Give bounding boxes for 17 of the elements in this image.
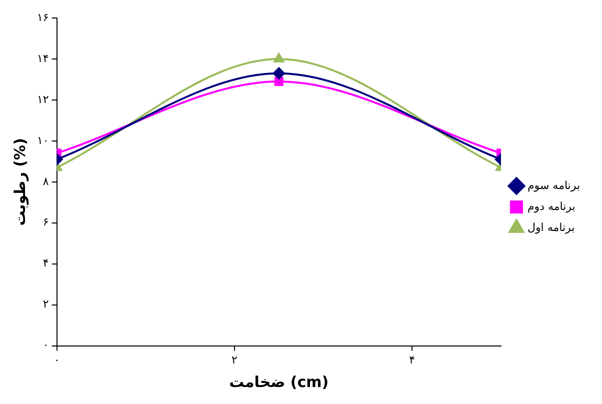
x-tick-label: ۰ [54,353,60,366]
x-axis-title: ضخامت (cm) [229,372,329,391]
y-tick-label: ۴ [42,256,49,270]
legend-label: برنامه دوم [527,200,576,213]
y-tick-label: ۱۶ [36,10,49,24]
legend-label: برنامه اول [527,220,575,234]
y-tick-label: ۲ [42,298,49,311]
y-axis-title: رطوبت (%) [10,138,29,226]
y-tick-label: ۱۰ [36,134,49,147]
y-tick-label: ۸ [42,174,49,188]
x-tick-label: ۲ [232,353,238,366]
y-tick-label: ۱۴ [36,52,49,65]
y-tick-label: ۱۲ [36,92,49,106]
legend-label: برنامه سوم [527,178,580,192]
y-tick-label: ۶ [42,216,49,229]
y-tick-label: ۰ [42,338,49,352]
x-tick-label: ۴ [409,353,416,366]
